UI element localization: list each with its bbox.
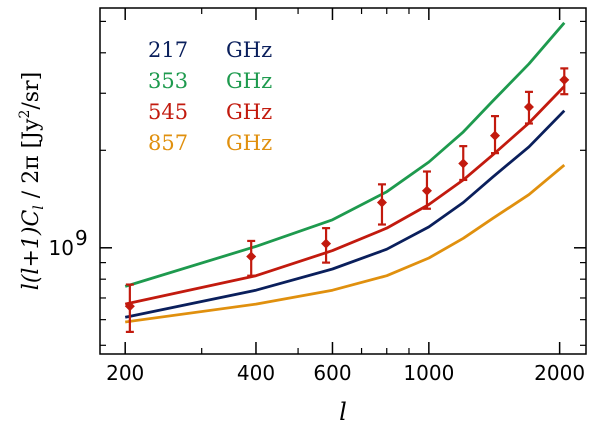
- x-axis-title: l: [339, 398, 347, 426]
- y-tick-label-exponent: 9: [75, 226, 88, 250]
- data-point-diamond: [490, 130, 501, 141]
- legend-freq-545: 545: [148, 100, 188, 124]
- x-tick-label: 600: [313, 361, 351, 385]
- y-tick-labels: 10 9: [49, 226, 88, 260]
- y-axis-title-unit: /sr]: [19, 72, 44, 110]
- legend-unit-353: GHz: [226, 69, 272, 93]
- data-point-diamond: [124, 301, 135, 312]
- legend-freq-217: 217: [148, 38, 188, 62]
- data-point-diamond: [523, 102, 534, 113]
- y-axis-title-rest: / 2π [Jy: [19, 118, 44, 205]
- x-tick-label: 1000: [403, 361, 454, 385]
- legend-unit-857: GHz: [226, 131, 272, 155]
- data-point-diamond: [321, 238, 332, 249]
- data-point-diamond: [246, 251, 257, 262]
- legend-freq-353: 353: [148, 69, 188, 93]
- y-axis-title: l(l+1)Cl / 2π [Jy2/sr]: [17, 72, 47, 290]
- y-axis-title-main: l(l+1)C: [19, 210, 44, 291]
- axis-ticks: [100, 8, 586, 354]
- y-axis-title-sub: l: [31, 205, 47, 209]
- series-line-217: [124, 109, 566, 319]
- series-line-353: [124, 21, 566, 288]
- legend: 217 GHz 353 GHz 545 GHz 857 GHz: [148, 38, 272, 155]
- data-points: [124, 67, 570, 333]
- y-axis-title-sup: 2: [17, 110, 33, 119]
- series-line-857: [125, 164, 566, 324]
- legend-unit-545: GHz: [226, 100, 272, 124]
- x-tick-label: 2000: [534, 361, 585, 385]
- legend-freq-857: 857: [148, 131, 188, 155]
- series-line-545: [124, 85, 566, 306]
- data-point-diamond: [458, 158, 469, 169]
- plot-frame: [99, 7, 587, 355]
- x-tick-label: 400: [237, 361, 275, 385]
- data-point-diamond: [559, 74, 570, 85]
- data-point-diamond: [376, 197, 387, 208]
- data-point-diamond: [421, 185, 432, 196]
- series-lines: [124, 21, 566, 324]
- y-tick-label: 10: [49, 236, 74, 260]
- x-tick-labels: 200 400 600 1000 2000: [106, 361, 585, 385]
- legend-unit-217: GHz: [226, 38, 272, 62]
- x-tick-label: 200: [106, 361, 144, 385]
